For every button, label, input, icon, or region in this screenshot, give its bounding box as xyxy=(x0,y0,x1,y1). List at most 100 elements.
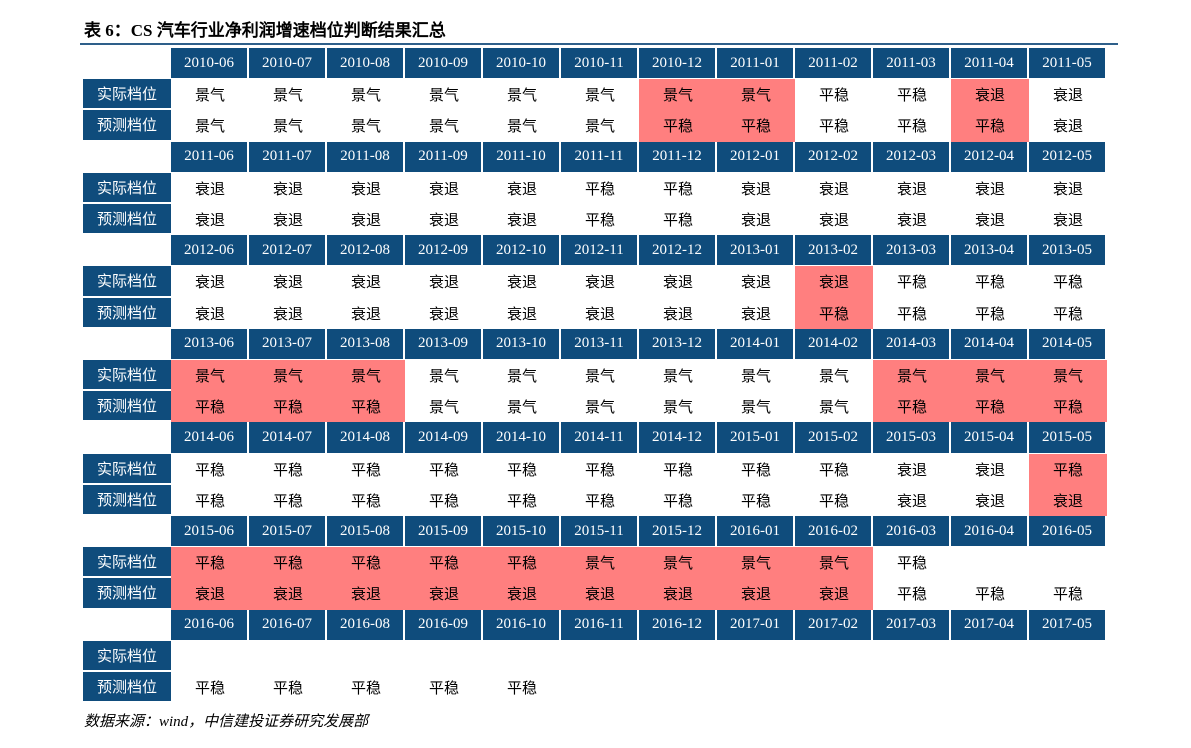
state-cell xyxy=(795,672,873,703)
date-header: 2016-05 xyxy=(1029,516,1107,548)
date-header: 2015-12 xyxy=(639,516,717,548)
state-cell: 平稳 xyxy=(272,493,303,510)
state-cell: 平稳 xyxy=(795,297,873,329)
date-header: 2014-01 xyxy=(717,328,795,360)
state-cell: 平稳 xyxy=(428,462,459,479)
state-cell: 衰退 xyxy=(506,275,537,292)
state-cell: 平稳 xyxy=(194,462,225,479)
date-header: 2013-04 xyxy=(951,235,1029,267)
date-header: 2010-10 xyxy=(483,48,561,80)
state-cell: 平稳 xyxy=(818,119,849,136)
state-cell: 景气 xyxy=(272,119,303,136)
state-cell: 景气 xyxy=(584,88,615,105)
state-cell: 景气 xyxy=(350,88,381,105)
state-cell: 衰退 xyxy=(272,275,303,292)
date-header: 2015-11 xyxy=(561,516,639,548)
state-cell: 景气 xyxy=(506,400,537,417)
state-cell: 平稳 xyxy=(896,275,927,292)
state-cell: 平稳 xyxy=(740,493,771,510)
state-cell: 景气 xyxy=(584,400,615,417)
state-cell: 平稳 xyxy=(1052,587,1083,604)
state-cell: 衰退 xyxy=(795,578,873,610)
state-cell: 景气 xyxy=(717,79,795,111)
state-cell: 景气 xyxy=(639,79,717,111)
date-header: 2016-03 xyxy=(873,516,951,548)
state-cell: 衰退 xyxy=(662,306,693,323)
state-cell: 衰退 xyxy=(896,462,927,479)
state-cell: 衰退 xyxy=(795,266,873,298)
state-cell xyxy=(951,672,1029,703)
date-header: 2011-01 xyxy=(717,48,795,80)
state-cell xyxy=(639,672,717,703)
state-cell: 景气 xyxy=(818,400,849,417)
state-cell xyxy=(639,641,717,672)
state-cell xyxy=(561,641,639,672)
date-header: 2016-09 xyxy=(405,609,483,641)
date-header: 2017-01 xyxy=(717,609,795,641)
date-header: 2012-02 xyxy=(795,141,873,173)
state-cell: 衰退 xyxy=(428,181,459,198)
date-header: 2014-09 xyxy=(405,422,483,454)
state-cell xyxy=(1029,547,1107,578)
state-cell: 平稳 xyxy=(896,587,927,604)
date-header: 2016-08 xyxy=(327,609,405,641)
date-header: 2017-04 xyxy=(951,609,1029,641)
date-header: 2011-03 xyxy=(873,48,951,80)
state-cell: 景气 xyxy=(194,88,225,105)
state-cell: 平稳 xyxy=(662,462,693,479)
date-header: 2015-05 xyxy=(1029,422,1107,454)
state-cell: 平稳 xyxy=(327,547,405,579)
state-cell xyxy=(717,672,795,703)
date-header: 2017-05 xyxy=(1029,609,1107,641)
state-cell: 景气 xyxy=(951,360,1029,392)
row-label: 实际档位 xyxy=(83,640,171,672)
state-cell: 景气 xyxy=(873,360,951,392)
state-cell: 衰退 xyxy=(717,578,795,610)
date-header: 2012-04 xyxy=(951,141,1029,173)
date-header: 2015-03 xyxy=(873,422,951,454)
date-header: 2013-12 xyxy=(639,328,717,360)
state-cell: 衰退 xyxy=(405,578,483,610)
date-header: 2015-04 xyxy=(951,422,1029,454)
state-cell: 衰退 xyxy=(896,213,927,230)
state-cell: 衰退 xyxy=(272,306,303,323)
state-cell: 平稳 xyxy=(249,391,327,423)
row-label: 预测档位 xyxy=(83,204,171,236)
state-cell: 平稳 xyxy=(171,547,249,579)
state-cell: 平稳 xyxy=(327,391,405,423)
state-cell: 衰退 xyxy=(483,578,561,610)
state-cell xyxy=(171,641,249,672)
row-label: 实际档位 xyxy=(83,79,171,111)
state-cell: 平稳 xyxy=(974,306,1005,323)
table-title: 表 6：CS 汽车行业净利润增速档位判断结果汇总 xyxy=(84,21,446,40)
date-header: 2016-01 xyxy=(717,516,795,548)
date-header: 2011-07 xyxy=(249,141,327,173)
date-header: 2014-12 xyxy=(639,422,717,454)
date-header: 2010-08 xyxy=(327,48,405,80)
state-cell: 衰退 xyxy=(896,181,927,198)
state-cell: 平稳 xyxy=(873,391,951,423)
state-cell: 平稳 xyxy=(405,547,483,579)
state-cell: 景气 xyxy=(194,119,225,136)
state-cell: 景气 xyxy=(639,547,717,579)
state-cell: 景气 xyxy=(584,119,615,136)
state-cell: 平稳 xyxy=(818,493,849,510)
state-cell: 景气 xyxy=(740,369,771,386)
state-cell: 衰退 xyxy=(194,181,225,198)
state-cell: 平稳 xyxy=(717,110,795,142)
state-cell: 衰退 xyxy=(350,181,381,198)
state-cell: 景气 xyxy=(428,369,459,386)
state-cell: 平稳 xyxy=(662,181,693,198)
date-header: 2011-05 xyxy=(1029,48,1107,80)
state-cell: 平稳 xyxy=(974,587,1005,604)
date-header: 2013-08 xyxy=(327,328,405,360)
state-cell: 衰退 xyxy=(584,306,615,323)
date-header: 2012-09 xyxy=(405,235,483,267)
state-cell: 衰退 xyxy=(194,213,225,230)
row-label: 预测档位 xyxy=(83,391,171,423)
state-cell: 衰退 xyxy=(974,181,1005,198)
state-cell: 平稳 xyxy=(818,88,849,105)
state-cell: 平稳 xyxy=(662,213,693,230)
state-cell: 景气 xyxy=(818,369,849,386)
